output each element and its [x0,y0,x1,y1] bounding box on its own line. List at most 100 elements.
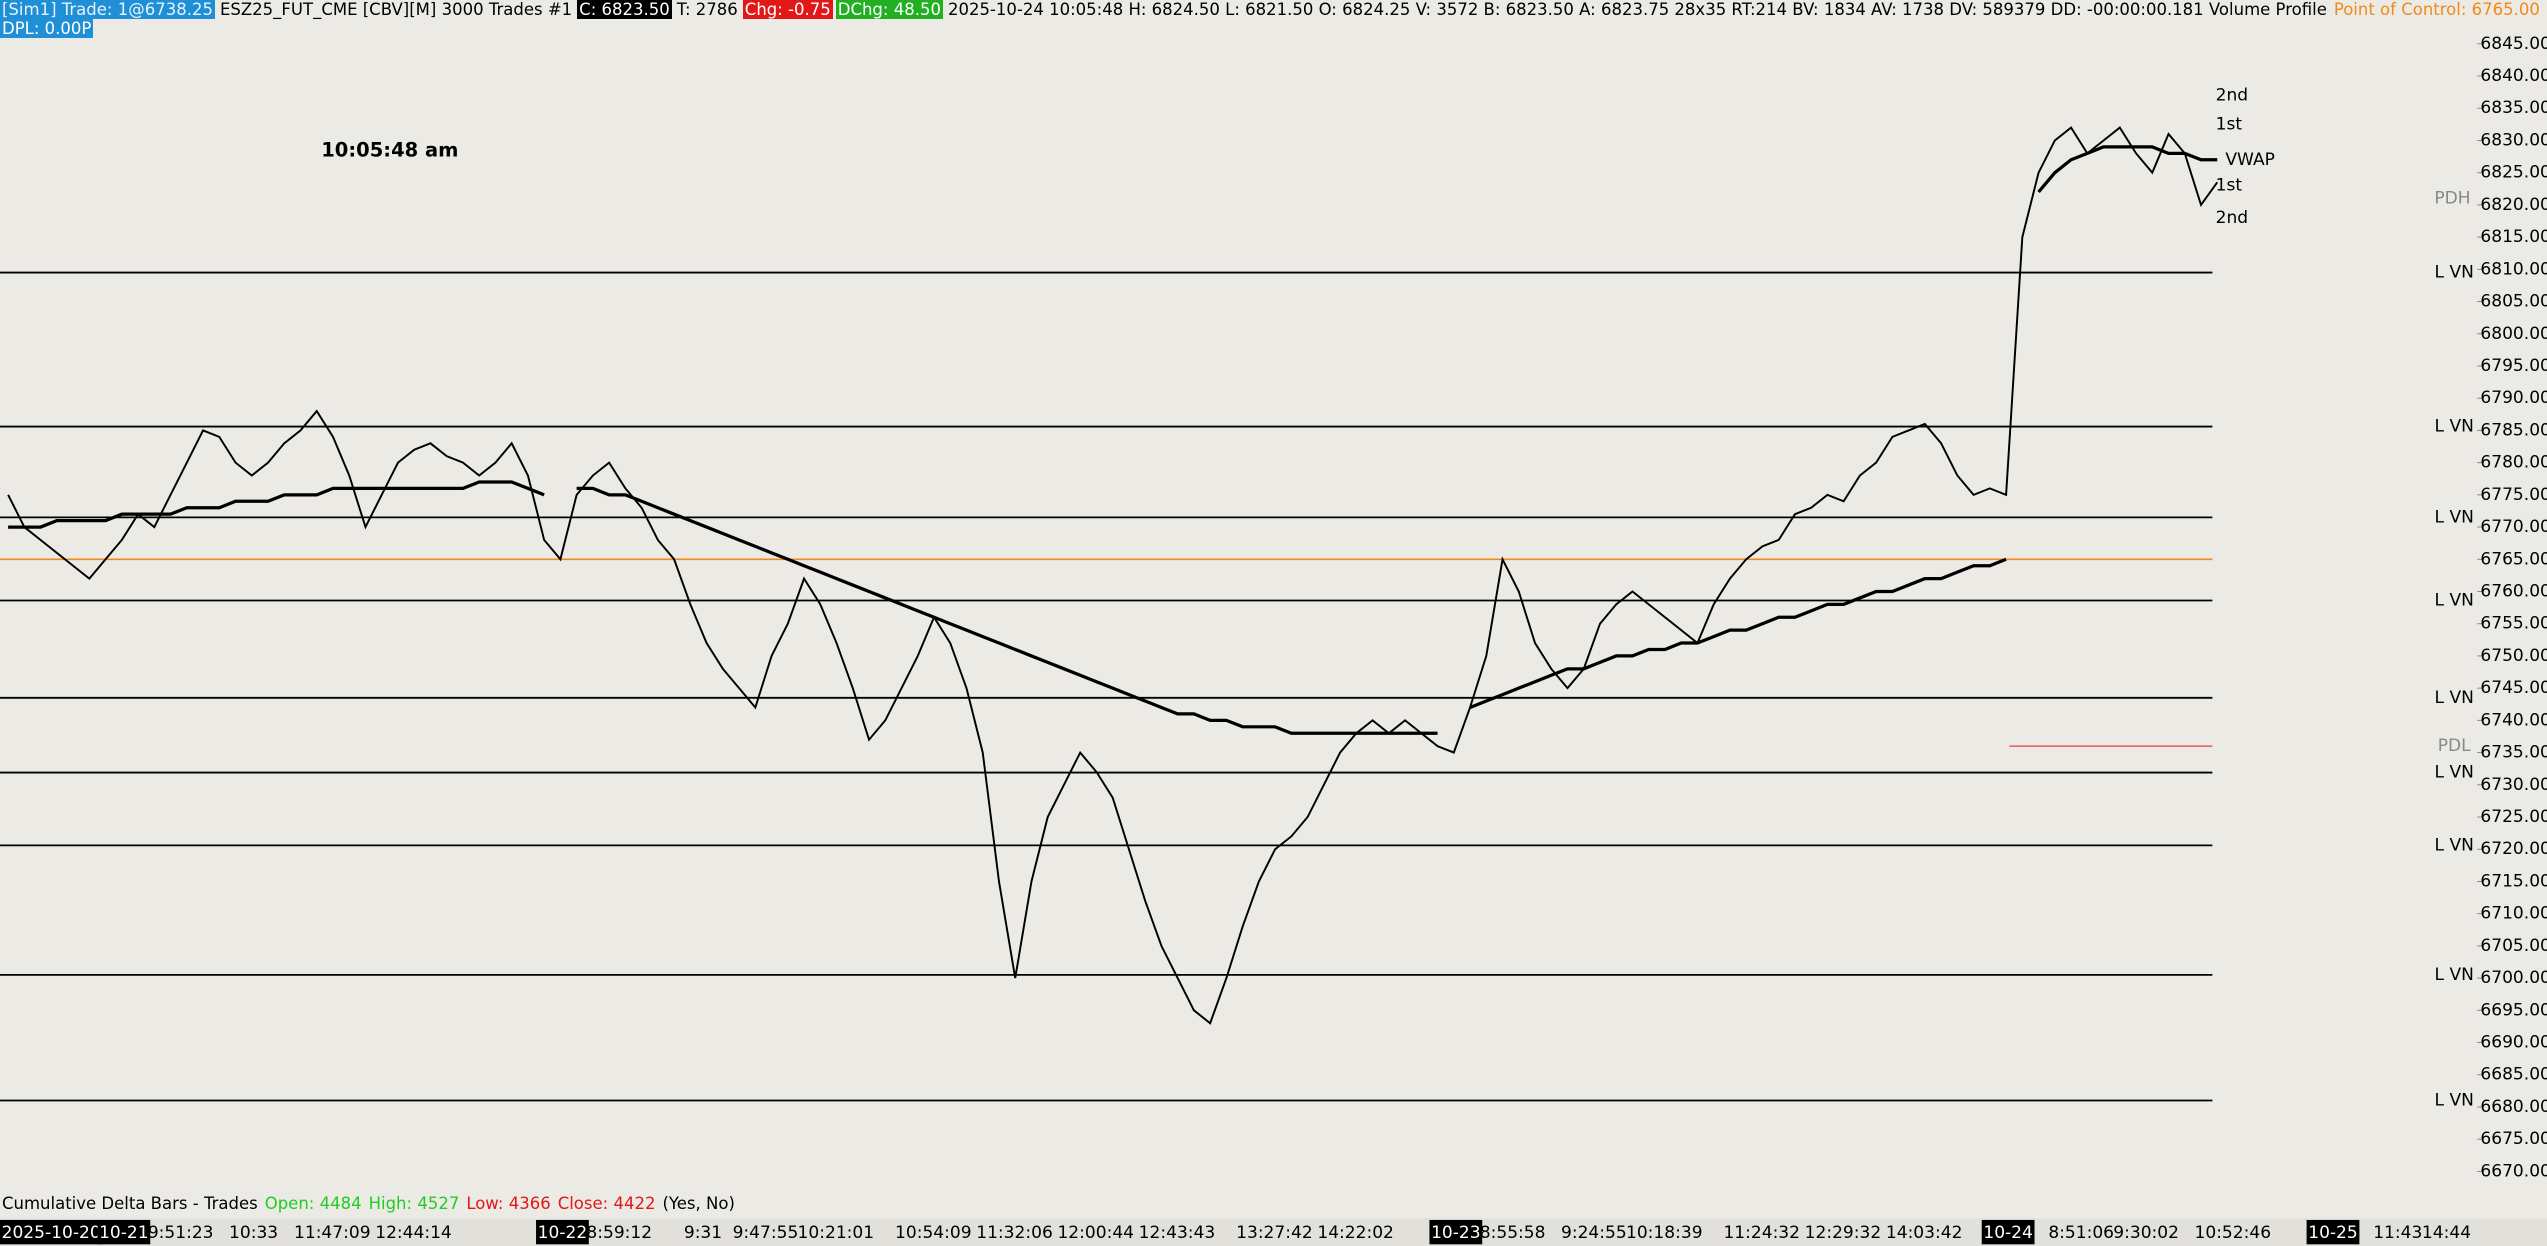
x-tick-label: 11:24:32 [1723,1223,1800,1243]
x-tick-label: 2025-10-20 [2,1223,101,1243]
x-tick-label: 14:22:02 [1317,1223,1394,1243]
lvn-label: L VN [2435,1091,2474,1111]
y-tick-label: 6830.00 [2480,130,2547,150]
header-item: (Yes, No) [662,1194,735,1213]
lvn-label: L VN [2435,591,2474,611]
x-label-bg [1429,1219,1483,1245]
x-tick-label: 9:51:23 [148,1223,214,1243]
x-tick-label: 11:32:06 [976,1223,1053,1243]
x-label-bg [2306,1219,2360,1245]
header-row: [Sim1] Trade: 1@6738.25 ESZ25_FUT_CME [CB… [0,0,2547,19]
header-item: ESZ25_FUT_CME [CBV][M] 3000 Trades #1 [219,0,573,19]
y-tick-label: 6775.00 [2480,485,2547,505]
y-tick-label: 6715.00 [2480,871,2547,891]
x-tick-label: 10:21:01 [798,1223,875,1243]
lvn-label: L VN [2435,417,2474,437]
y-tick-label: 6670.00 [2480,1161,2547,1181]
x-tick-label: 12:00:44 [1057,1223,1134,1243]
lvn-label: L VN [2435,763,2474,783]
x-tick-label: 10-25 [2308,1223,2358,1243]
y-tick-label: 6685.00 [2480,1065,2547,1085]
band-label: VWAP [2225,150,2275,170]
x-tick-label: 10:54:09 [895,1223,972,1243]
x-label-bg [1981,1219,2035,1245]
x-tick-label: 11:47:09 [294,1223,371,1243]
y-tick-label: 6795.00 [2480,356,2547,376]
x-tick-label: 14:03:42 [1886,1223,1963,1243]
pdl-label: PDL [2438,736,2471,756]
pdh-label: PDH [2434,188,2470,208]
x-label-bg [97,1219,151,1245]
header-item: Chg: -0.75 [742,0,833,19]
band-label: 2nd [2216,85,2248,105]
x-label-bg [0,1219,103,1245]
y-tick-label: 6730.00 [2480,775,2547,795]
band-label: 2nd [2216,208,2248,228]
x-tick-label: 9:31 [684,1223,722,1243]
header-item: Open: 4484 [264,1194,362,1213]
x-tick-label: 12:44:14 [375,1223,452,1243]
y-tick-label: 6720.00 [2480,839,2547,859]
y-tick-label: 6805.00 [2480,292,2547,312]
y-tick-label: 6675.00 [2480,1129,2547,1149]
y-tick-label: 6810.00 [2480,259,2547,279]
y-tick-label: 6700.00 [2480,968,2547,988]
band-label: 1st [2216,176,2243,196]
header-item: DChg: 48.50 [835,0,943,19]
y-tick-label: 6785.00 [2480,420,2547,440]
x-tick-label: 12:43:43 [1139,1223,1216,1243]
x-tick-label: 10:18:39 [1626,1223,1703,1243]
x-tick-label: 11:43 [2373,1223,2422,1243]
band-label: 1st [2216,114,2243,134]
y-tick-label: 6815.00 [2480,227,2547,247]
header-item: C: 6823.50 [577,0,672,19]
x-tick-label: 9:47:55 [733,1223,799,1243]
x-tick-label: 9:30:02 [2113,1223,2179,1243]
lvn-label: L VN [2435,688,2474,708]
indicator-row: Cumulative Delta Bars - Trades Open: 4484… [0,1194,740,1213]
lvn-label: L VN [2435,263,2474,283]
y-tick-label: 6845.00 [2480,34,2547,54]
header-item: [Sim1] Trade: 1@6738.25 [0,0,215,19]
header-item: T: 2786 [676,0,738,19]
header-item: Cumulative Delta Bars - Trades [2,1194,258,1213]
vwap-line [8,145,2218,735]
y-tick-label: 6725.00 [2480,807,2547,827]
y-tick-label: 6820.00 [2480,195,2547,215]
y-tick-label: 6740.00 [2480,710,2547,730]
x-tick-label: 8:55:58 [1480,1223,1546,1243]
lvn-label: L VN [2435,835,2474,855]
y-tick-label: 6760.00 [2480,582,2547,602]
y-tick-label: 6835.00 [2480,98,2547,118]
x-tick-label: 10-24 [1983,1223,2033,1243]
x-tick-label: 13:27:42 [1236,1223,1313,1243]
price-line [7,126,2219,1025]
y-tick-label: 6765.00 [2480,549,2547,569]
y-tick-label: 6780.00 [2480,453,2547,473]
x-tick-label: 10-23 [1431,1223,1481,1243]
x-tick-label: 9:24:55 [1561,1223,1627,1243]
y-tick-label: 6745.00 [2480,678,2547,698]
header-item: DPL: 0.00P [0,19,94,38]
y-tick-label: 6710.00 [2480,904,2547,924]
x-tick-label: 8:51:06 [2048,1223,2114,1243]
y-tick-label: 6825.00 [2480,163,2547,183]
lvn-label: L VN [2435,965,2474,985]
header-item: High: 4527 [368,1194,460,1213]
x-tick-label: 8:59:12 [586,1223,652,1243]
y-tick-label: 6680.00 [2480,1097,2547,1117]
clock: 10:05:48 am [321,139,458,162]
header-item: Point of Control: 6765.00 [2333,0,2540,19]
y-tick-label: 6755.00 [2480,614,2547,634]
header-item: Low: 4366 [466,1194,551,1213]
x-tick-label: 10-21 [99,1223,149,1243]
x-tick-label: 10:52:46 [2195,1223,2272,1243]
y-tick-label: 6750.00 [2480,646,2547,666]
y-tick-label: 6840.00 [2480,66,2547,86]
y-tick-label: 6790.00 [2480,388,2547,408]
x-tick-label: 10:33 [229,1223,278,1243]
x-tick-label: 10-22 [538,1223,588,1243]
y-tick-label: 6690.00 [2480,1033,2547,1053]
